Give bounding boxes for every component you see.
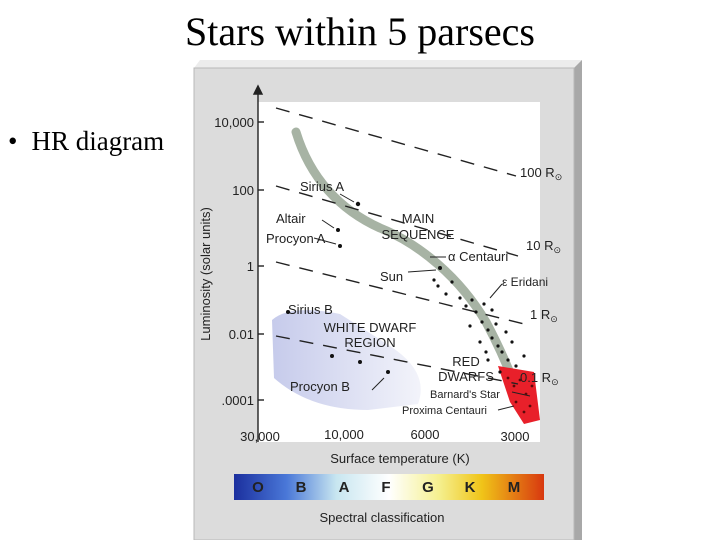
red-dwarfs-label: RED — [452, 354, 479, 369]
star-label: Barnard's Star — [430, 389, 500, 401]
y-tick-label: 100 — [232, 183, 254, 198]
x-axis-label: Surface temperature (K) — [330, 451, 469, 466]
main-sequence-label: MAIN — [402, 211, 435, 226]
leader-lines — [313, 193, 531, 411]
radius-line-10 — [275, 185, 519, 257]
radius-line-100 — [275, 107, 517, 177]
star-label: α Centauri — [448, 249, 508, 264]
spectral-class-label: M — [508, 479, 521, 496]
slide-title: Stars within 5 parsecs — [185, 9, 535, 54]
star-label: Procyon A — [266, 231, 326, 246]
white-dwarf-label: WHITE DWARF — [324, 320, 417, 335]
bullet-dot: • — [8, 126, 18, 156]
hr-diagram-figure: 10,000 100 1 0.01 .0001 Luminosity (sola… — [190, 60, 582, 541]
y-tick-label: 1 — [247, 259, 254, 274]
spectral-class-label: O — [252, 479, 264, 496]
bullet-text: HR diagram — [31, 126, 165, 156]
star-dot-sirius-b — [286, 310, 290, 314]
radius-lines — [275, 107, 525, 385]
spectral-class-label: K — [465, 479, 476, 496]
star-label: Procyon B — [290, 379, 350, 394]
red-dwarfs-label: DWARFS — [438, 369, 494, 384]
star-dot — [338, 244, 342, 248]
y-tick-label: 0.01 — [229, 327, 254, 342]
spectral-class-label: A — [339, 479, 350, 496]
star-label: ε Eridani — [502, 275, 548, 289]
star-label: Proxima Centauri — [402, 405, 487, 417]
x-tick-label: 3000 — [501, 429, 530, 444]
y-axis-label: Luminosity (solar units) — [198, 207, 213, 341]
star-label: Sirius A — [300, 179, 344, 194]
white-dwarf-label: REGION — [344, 335, 395, 350]
white-dwarf-region — [272, 310, 421, 410]
radius-label: 100 R⊙ — [520, 165, 562, 182]
x-tick-label: 30,000 — [240, 429, 280, 444]
red-dwarf-dots — [506, 376, 534, 414]
hr-diagram-svg: 10,000 100 1 0.01 .0001 Luminosity (sola… — [193, 60, 582, 541]
radius-line-1 — [275, 261, 525, 325]
spectral-class-label: F — [381, 479, 390, 496]
star-dots — [286, 201, 526, 374]
star-dot-procyon-b — [386, 370, 390, 374]
bullet-item: • HR diagram — [8, 126, 164, 157]
main-sequence-label: SEQUENCE — [382, 227, 455, 242]
spectral-classification-label: Spectral classification — [320, 510, 445, 525]
star-dot-sirius-a — [355, 201, 361, 207]
star-dot — [438, 266, 442, 270]
x-tick-label: 6000 — [411, 427, 440, 442]
radius-line-0-1 — [275, 335, 519, 385]
y-tick-label: .0001 — [221, 393, 254, 408]
y-tick-label: 10,000 — [214, 115, 254, 130]
star-label: Altair — [276, 211, 306, 226]
radius-label: 0.1 R⊙ — [520, 370, 559, 387]
spectral-bar — [234, 474, 544, 500]
x-tick-label: 10,000 — [324, 427, 364, 442]
spectral-class-label: G — [422, 479, 434, 496]
red-dwarf-region — [498, 366, 540, 424]
radius-label: 10 R⊙ — [526, 238, 561, 255]
spectral-classes: O B A F G K M — [252, 479, 520, 496]
radius-label: 1 R⊙ — [530, 307, 558, 324]
main-sequence-band — [291, 127, 525, 405]
star-label: Sun — [380, 269, 403, 284]
star-dot — [336, 228, 340, 232]
spectral-class-label: B — [296, 479, 307, 496]
star-label: Sirius B — [288, 302, 333, 317]
axes — [252, 84, 264, 442]
